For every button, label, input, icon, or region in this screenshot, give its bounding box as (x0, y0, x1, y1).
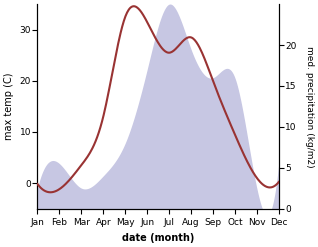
Y-axis label: med. precipitation (kg/m2): med. precipitation (kg/m2) (305, 45, 314, 167)
X-axis label: date (month): date (month) (122, 233, 194, 243)
Y-axis label: max temp (C): max temp (C) (4, 73, 14, 140)
